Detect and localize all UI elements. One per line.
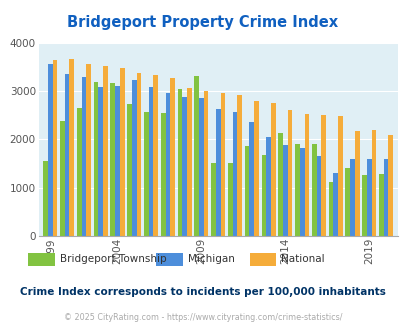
Bar [160, 113, 165, 236]
Bar [187, 88, 191, 236]
Bar [119, 69, 124, 236]
Bar [227, 163, 232, 236]
Bar [198, 98, 203, 236]
Bar [165, 93, 170, 236]
Bar [361, 175, 366, 236]
Bar [194, 76, 198, 236]
Text: Bridgeport Property Crime Index: Bridgeport Property Crime Index [67, 15, 338, 30]
Bar [170, 78, 175, 236]
Bar [203, 91, 208, 236]
Bar [316, 156, 320, 236]
Bar [270, 103, 275, 236]
Bar [43, 161, 48, 236]
Bar [103, 66, 107, 236]
Bar [177, 89, 182, 236]
Bar [266, 137, 270, 236]
Bar [337, 116, 342, 236]
Bar [294, 144, 299, 236]
Bar [383, 159, 388, 236]
Bar [371, 130, 375, 236]
Bar [354, 131, 359, 236]
Bar [378, 174, 383, 236]
Text: National: National [280, 254, 324, 264]
Bar [81, 77, 86, 236]
Bar [244, 146, 249, 236]
Bar [77, 108, 81, 236]
Bar [48, 64, 53, 236]
Bar [153, 75, 158, 236]
Bar [69, 59, 74, 236]
Bar [350, 159, 354, 236]
Bar [132, 80, 136, 236]
Bar [136, 73, 141, 236]
Bar [366, 159, 371, 236]
Bar [86, 64, 91, 236]
Bar [287, 110, 292, 236]
Bar [249, 122, 254, 236]
Text: Crime Index corresponds to incidents per 100,000 inhabitants: Crime Index corresponds to incidents per… [20, 287, 385, 297]
Bar [144, 113, 148, 236]
Bar [53, 60, 57, 236]
Bar [115, 86, 119, 236]
Bar [333, 173, 337, 236]
Bar [254, 101, 258, 236]
Bar [232, 112, 237, 236]
Bar [320, 115, 325, 236]
Text: Bridgeport Township: Bridgeport Township [60, 254, 166, 264]
Bar [311, 144, 316, 236]
Bar [261, 155, 266, 236]
Bar [211, 163, 215, 236]
Bar [215, 109, 220, 236]
Text: © 2025 CityRating.com - https://www.cityrating.com/crime-statistics/: © 2025 CityRating.com - https://www.city… [64, 313, 341, 322]
Bar [98, 87, 103, 236]
Bar [388, 135, 392, 236]
Bar [60, 120, 65, 236]
Text: Michigan: Michigan [187, 254, 234, 264]
Bar [127, 104, 132, 236]
Bar [110, 83, 115, 236]
Bar [304, 114, 309, 236]
Bar [345, 168, 350, 236]
Bar [182, 97, 187, 236]
Bar [220, 93, 225, 236]
Bar [94, 82, 98, 236]
Bar [278, 133, 282, 236]
Bar [148, 87, 153, 236]
Bar [65, 74, 69, 236]
Bar [282, 145, 287, 236]
Bar [328, 182, 333, 236]
Bar [299, 148, 304, 236]
Bar [237, 94, 241, 236]
